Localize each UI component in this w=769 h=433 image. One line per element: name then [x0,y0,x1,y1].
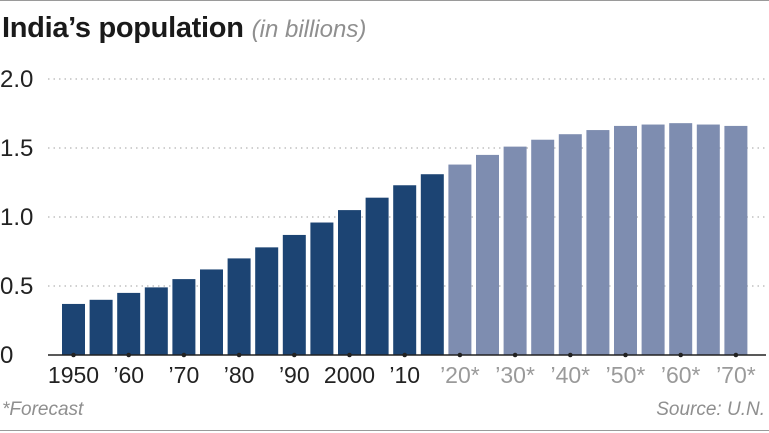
bar-2055 [641,124,665,355]
x-tick-dot [512,352,518,358]
bar-2065 [696,124,720,355]
x-tick-dot [236,352,242,358]
x-tick-label: ’70* [716,362,756,388]
bar-1990 [282,234,306,355]
x-tick-label: ’20* [440,362,480,388]
bar-2040 [558,134,582,355]
top-rule [0,0,769,1]
bar-2015 [420,174,444,355]
bar-1985 [255,247,279,355]
x-tick-label: ’60* [661,362,701,388]
x-tick-dot [126,352,131,358]
y-tick-label: 1.0 [0,204,33,231]
bar-1960 [117,292,141,355]
x-tick-dot [568,352,573,358]
source-note: Source: U.N. [656,399,765,420]
x-tick-dot [402,352,408,358]
x-tick-dot [292,352,297,358]
x-tick-label: ’60 [113,362,144,388]
x-tick-label: ’30* [495,362,535,388]
x-tick-label: ’90 [279,362,310,388]
bar-1955 [89,299,113,355]
bar-2060 [669,123,693,355]
bar-1975 [200,269,223,355]
y-tick-label: 1.5 [0,135,33,162]
chart-subtitle: (in billions) [251,16,367,43]
bottom-rule [0,430,769,431]
x-tick-dot [623,352,628,358]
x-tick-label: ’40* [550,362,590,388]
x-tick-label: ’70 [169,362,200,388]
bar-2020 [448,164,472,355]
bar-2050 [614,125,637,355]
x-tick-label: ’10 [389,362,420,388]
bar-2010 [393,185,417,355]
bar-2000 [338,210,361,355]
bar-1995 [310,222,334,355]
y-tick-label: 0 [0,342,13,369]
population-bar-chart: 0 0.5 1.0 1.5 2.0 1950 ’60 ’70 ’80 ’90 2000 ’10 ’20*… [0,66,766,388]
chart-title: India’s population (in billions) [2,12,366,45]
x-tick-label: ’50* [606,362,646,388]
x-tick-label: ’80 [224,362,255,388]
x-tick-dot [678,352,683,358]
x-tick-dot [71,352,76,358]
bar-1950 [62,303,85,355]
x-tick-label: 1950 [48,362,99,388]
bar-1980 [227,258,251,355]
x-tick-dot [181,352,187,358]
bar-2005 [365,197,389,355]
x-tick-label: 2000 [324,362,375,388]
x-tick-dot [347,352,352,358]
forecast-footnote: *Forecast [2,399,84,420]
bar-2045 [586,130,610,355]
bar-2070 [724,125,748,355]
bar-2025 [476,154,499,355]
x-tick-dot [457,352,463,358]
bar-2030 [503,146,527,355]
bar-1970 [172,279,196,355]
chart-title-text: India’s population [2,12,244,44]
y-tick-label: 2.0 [0,66,33,93]
y-tick-label: 0.5 [0,273,33,300]
bar-2035 [531,139,555,355]
x-tick-dot [733,352,739,358]
bar-1965 [144,287,168,355]
